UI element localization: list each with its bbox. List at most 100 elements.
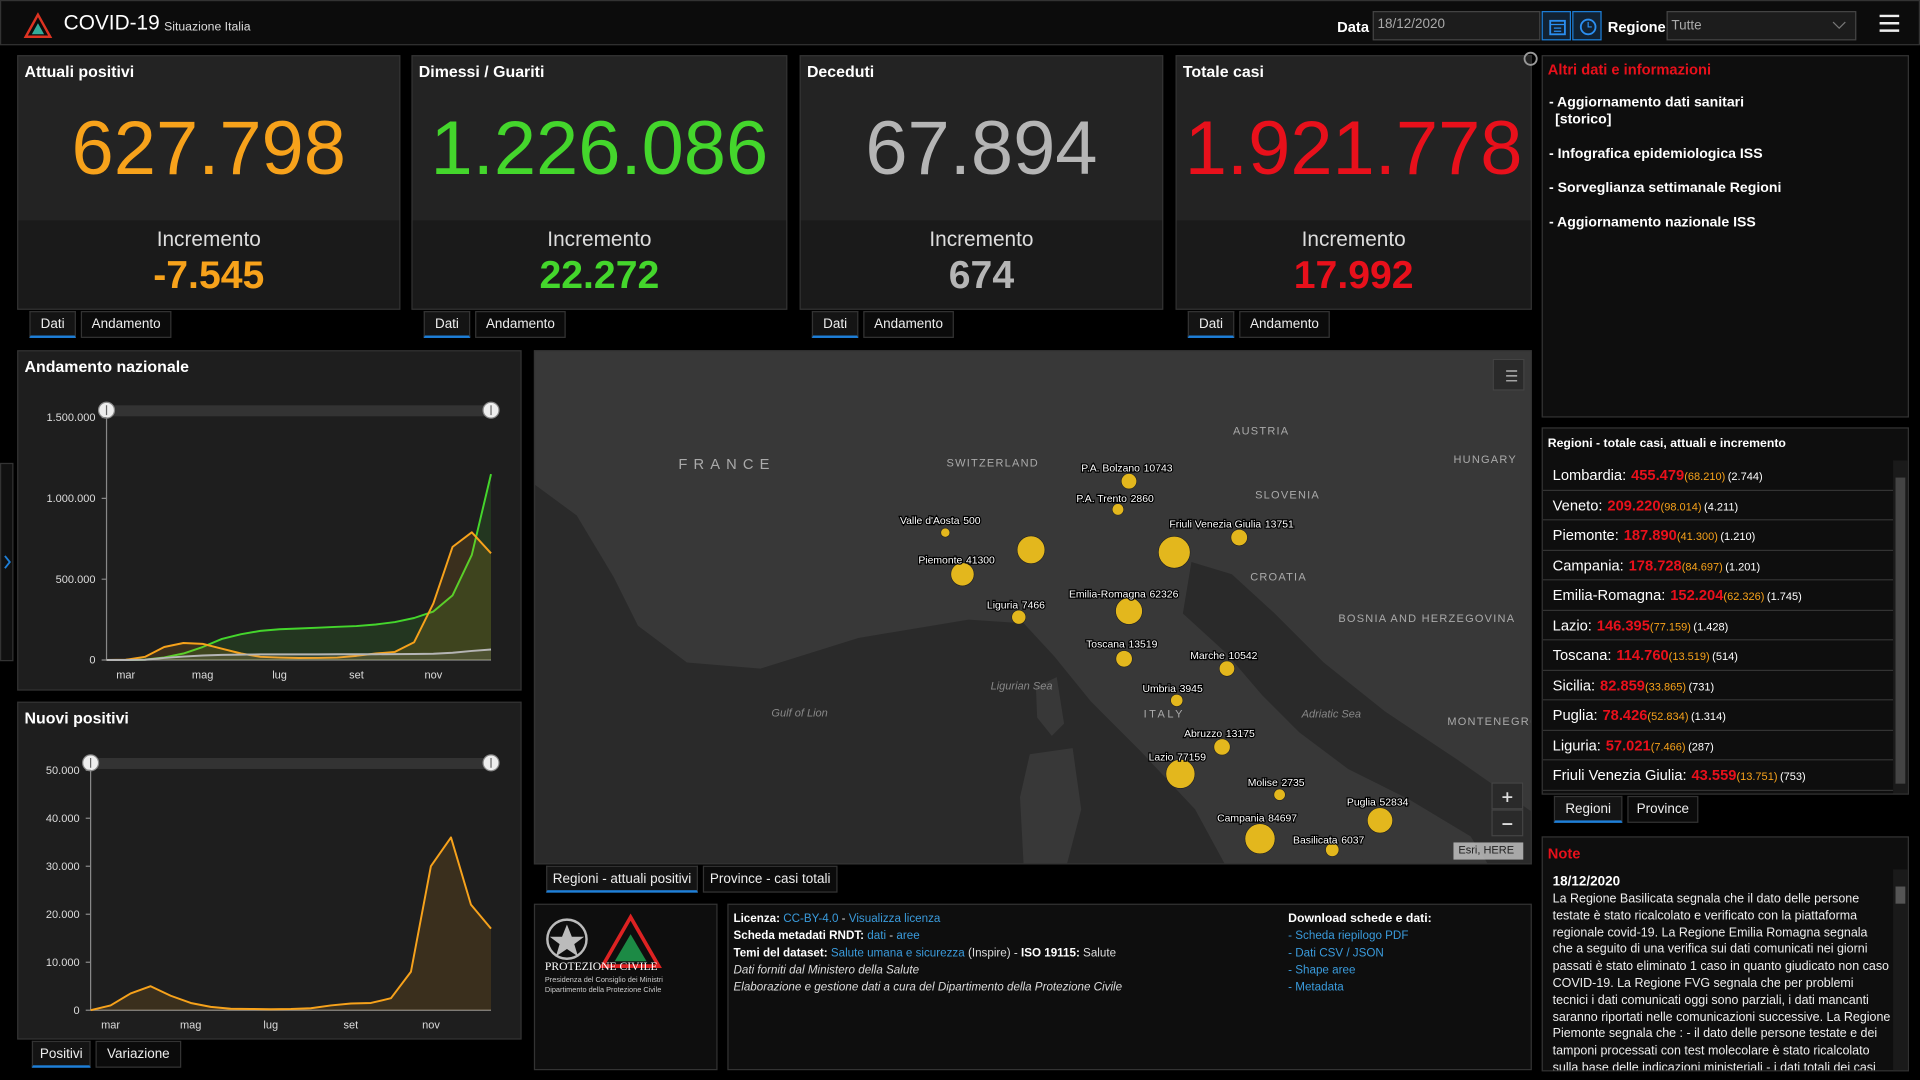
bubble[interactable] [1244,823,1276,855]
region-row[interactable]: Sicilia: 82.859(33.865) (731) [1542,670,1894,701]
bubble[interactable] [1111,503,1125,516]
chart-title: Nuovi positivi [24,708,129,728]
bubble-label-value: 2735 [1281,778,1304,789]
tab[interactable]: Variazione [95,1040,182,1068]
bubble-label-name: Umbria [1142,684,1176,695]
bubble[interactable] [940,527,951,538]
time-button[interactable] [1572,11,1602,41]
bubble-label-name: Piemonte [918,555,962,566]
region-current: (13.751) [1736,770,1778,783]
tab[interactable]: Dati [1187,311,1235,338]
area [90,837,492,1011]
download-link[interactable]: - Shape aree [1288,963,1356,978]
region-row[interactable]: Puglia: 78.426(52.834) (1.314) [1542,700,1894,731]
tab[interactable]: Regioni [1553,795,1623,823]
license-link[interactable]: Visualizza licenza [848,912,941,926]
region-row[interactable]: Friuli Venezia Giulia: 43.559(13.751) (753… [1542,760,1894,791]
region-row[interactable]: Campania: 178.728(84.697) (1.201) [1542,550,1894,581]
info-link[interactable]: - Aggiornamento nazionale ISS [1548,215,1756,231]
info-link[interactable]: [storico] [1555,112,1612,128]
tab[interactable]: Andamento [1239,311,1330,338]
tab[interactable]: Positivi [31,1040,91,1068]
y-tick-label: 500.000 [56,574,96,586]
map-layer: FRANCE SWITZERLAND AUSTRIA HUNGARY SLOVENIA C… [535,426,1531,864]
bubble[interactable] [1213,738,1231,756]
zoom-in[interactable] [1491,782,1524,810]
region-name: Liguria: [1552,736,1601,754]
bubble-label-value: 3945 [1180,684,1203,695]
y-tick-label: 30.000 [46,861,80,873]
clock-icon [1579,18,1597,36]
bubble[interactable] [1325,842,1340,857]
kpi-increment: 17.992 [1293,252,1414,297]
graphic [1502,823,1513,825]
license-text: Elaborazione e gestione dati a cura del … [733,980,1123,995]
bubble-label: Piemonte 41300 [918,555,995,566]
attribution-text: Esri, HERE [1458,843,1515,856]
region-select[interactable]: Tutte [1666,11,1857,41]
bubble[interactable] [1120,473,1138,490]
bubble-label: Emilia-Romagna 62326 [1069,590,1179,601]
bubble-label: Basilicata 6037 [1293,836,1364,847]
bubble-label-name: Liguria [987,601,1018,612]
region-row[interactable]: Veneto: 209.220(98.014) (4.211) [1542,490,1894,521]
kpi-card: Deceduti 67.894 Incremento 674 [799,55,1164,310]
kpi-lower: Incremento 22.272 [412,220,787,309]
date-input[interactable]: 18/12/2020 [1372,11,1541,41]
area [106,532,492,660]
bubble-label-name: Valle d'Aosta [900,516,960,527]
bubble[interactable] [1273,788,1286,801]
license-link[interactable]: dati [867,929,887,943]
x-tick-label: mar [101,1020,120,1032]
tab[interactable]: Regioni - attuali positivi [546,865,698,893]
zoom-out[interactable] [1491,809,1524,837]
bubble[interactable] [950,562,975,587]
bubble[interactable] [1170,693,1184,707]
bubble[interactable] [1165,759,1196,789]
download-link[interactable]: - Metadata [1288,980,1344,995]
bubble[interactable] [1367,807,1393,834]
tab[interactable]: Province - casi totali [702,865,838,893]
app-subtitle: Situazione Italia [164,20,251,35]
license-link[interactable]: CC-BY-4.0 [783,912,839,926]
bubble[interactable] [1011,609,1027,625]
download-link[interactable]: - Dati CSV / JSON [1288,946,1384,960]
calendar-button[interactable] [1541,11,1572,41]
region-current: (33.865) [1644,680,1687,693]
info-link[interactable]: - Infografica epidemiologica ISS [1548,146,1763,162]
tab[interactable]: Dati [423,311,471,338]
license-link[interactable]: aree [896,929,920,943]
tab[interactable]: Andamento [80,311,172,338]
license-link[interactable]: Salute umana e sicurezza [830,946,965,960]
bubble[interactable] [1115,650,1133,668]
bubble[interactable] [1115,597,1143,625]
tab[interactable]: Andamento [475,311,566,338]
bubble-label: Abruzzo 13175 [1184,729,1255,740]
tab[interactable]: Dati [29,311,76,338]
license-text: - [838,912,849,926]
bubble[interactable] [1158,536,1191,569]
region-name: Puglia: [1552,706,1598,724]
bubble[interactable] [1016,535,1046,564]
menu-button[interactable] [1878,13,1900,33]
tab[interactable]: Andamento [863,311,954,338]
graphic [1523,51,1538,66]
region-name: Emilia-Romagna: [1552,586,1666,604]
bubble[interactable] [1218,660,1235,677]
region-row[interactable]: Lombardia: 455.479(68.210) (2.744) [1542,460,1894,491]
region-row[interactable]: Toscana: 114.760(13.519) (514) [1542,640,1894,671]
bubble[interactable] [1230,528,1248,547]
tab[interactable]: Province [1627,795,1699,823]
x-tick-label: lug [263,1020,278,1032]
region-row[interactable]: Liguria: 57.021(7.466) (287) [1542,730,1894,761]
tab[interactable]: Dati [811,311,859,338]
legend-button[interactable] [1492,358,1525,391]
side-toggle[interactable] [0,462,14,662]
info-link[interactable]: - Sorveglianza settimanale Regioni [1548,181,1782,196]
info-link[interactable]: - Aggiornamento dati sanitari [1548,95,1745,111]
region-row[interactable]: Lazio: 146.395(77.159) (1.428) [1542,610,1894,641]
region-row[interactable]: Emilia-Romagna: 152.204(62.326) (1.745) [1542,580,1894,611]
download-link[interactable]: - Scheda riepilogo PDF [1288,929,1409,943]
region-row[interactable]: Piemonte: 187.890(41.300) (1.210) [1542,520,1894,551]
bubble-label-value: 500 [963,516,981,527]
